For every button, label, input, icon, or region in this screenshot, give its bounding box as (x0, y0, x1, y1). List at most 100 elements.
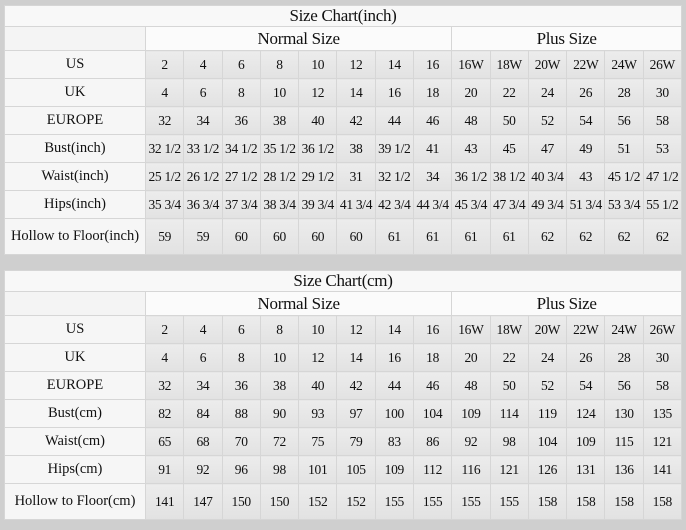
size-cell: 62 (527, 218, 568, 255)
size-cell: 36 1/2 (298, 134, 338, 163)
size-cell: 100 (374, 399, 414, 428)
size-cell: 42 (336, 106, 376, 135)
size-cell: 26W (642, 50, 683, 79)
size-cell: 48 (451, 106, 491, 135)
size-cell: 60 (221, 218, 261, 255)
size-cell: 29 1/2 (298, 162, 338, 191)
size-cell: 92 (183, 455, 223, 484)
table-row: EUROPE 32 34 36 38 40 42 44 46 48 50 52 54 56 58 (4, 371, 683, 400)
size-cell: 48 (451, 371, 491, 400)
size-cell: 152 (336, 483, 376, 520)
size-cell: 59 (183, 218, 223, 255)
table-row: US 2 4 6 8 10 12 14 16 16W 18W 20W 22W 24W 26W (4, 50, 683, 79)
size-cell: 68 (183, 427, 223, 456)
size-cell: 72 (259, 427, 300, 456)
size-cell: 40 (298, 106, 338, 135)
size-cell: 12 (336, 315, 376, 344)
chart-title: Size Chart(cm) (4, 270, 682, 292)
size-cell: 114 (489, 399, 529, 428)
size-cell: 10 (298, 315, 338, 344)
size-cell: 8 (259, 50, 300, 79)
size-cell: 39 3/4 (298, 190, 338, 219)
size-cell: 34 (412, 162, 453, 191)
size-cell: 47 1/2 (642, 162, 683, 191)
size-cell: 36 (221, 106, 261, 135)
size-cell: 32 1/2 (374, 162, 414, 191)
size-table: Size Chart(inch) Normal Size Plus Size US 2 4… (4, 5, 683, 255)
size-cell: 92 (451, 427, 491, 456)
size-cell: 53 (642, 134, 683, 163)
size-cell: 130 (604, 399, 644, 428)
size-cell: 147 (183, 483, 223, 520)
size-cell: 6 (221, 50, 261, 79)
size-cell: 83 (374, 427, 414, 456)
size-cell: 36 3/4 (183, 190, 223, 219)
row-label: Waist(inch) (4, 162, 146, 191)
size-cell: 119 (527, 399, 568, 428)
size-cell: 12 (298, 343, 338, 372)
size-cell: 20W (527, 50, 568, 79)
size-cell: 54 (566, 371, 606, 400)
size-cell: 104 (527, 427, 568, 456)
blank-cell (4, 291, 146, 316)
size-cell: 10 (259, 78, 300, 107)
size-cell: 51 3/4 (566, 190, 606, 219)
size-cell: 18W (489, 50, 529, 79)
size-cell: 104 (412, 399, 453, 428)
size-cell: 24W (604, 315, 644, 344)
size-cell: 36 1/2 (451, 162, 491, 191)
size-cell: 155 (374, 483, 414, 520)
row-label: EUROPE (4, 371, 146, 400)
size-cell: 60 (336, 218, 376, 255)
row-label: Hips(inch) (4, 190, 146, 219)
size-cell: 150 (259, 483, 300, 520)
size-cell: 82 (144, 399, 185, 428)
size-cell: 62 (566, 218, 606, 255)
size-cell: 121 (642, 427, 683, 456)
size-cell: 26 1/2 (183, 162, 223, 191)
size-cell: 36 (221, 371, 261, 400)
size-chart-cm: Size Chart(cm) Normal Size Plus Size US 2 4 6 8… (4, 270, 683, 520)
size-cell: 60 (298, 218, 338, 255)
size-cell: 116 (451, 455, 491, 484)
size-cell: 86 (412, 427, 453, 456)
row-label: US (4, 315, 146, 344)
size-cell: 56 (604, 106, 644, 135)
blank-cell (4, 26, 146, 51)
table-row: Hollow to Floor(cm) 141 147 150 150 152 152 155… (4, 483, 683, 520)
size-cell: 16 (374, 78, 414, 107)
size-cell: 42 (336, 371, 376, 400)
size-cell: 30 (642, 78, 683, 107)
size-cell: 49 3/4 (527, 190, 568, 219)
size-cell: 14 (374, 315, 414, 344)
size-cell: 4 (144, 343, 185, 372)
size-cell: 88 (221, 399, 261, 428)
row-label: Hollow to Floor(cm) (4, 483, 146, 520)
size-cell: 24 (527, 343, 568, 372)
size-cell: 141 (144, 483, 185, 520)
size-cell: 79 (336, 427, 376, 456)
table-row: EUROPE 32 34 36 38 40 42 44 46 48 50 52 54 56 58 (4, 106, 683, 135)
size-cell: 52 (527, 106, 568, 135)
size-cell: 98 (489, 427, 529, 456)
plus-size-header: Plus Size (451, 291, 682, 316)
size-cell: 42 3/4 (374, 190, 414, 219)
size-cell: 109 (374, 455, 414, 484)
size-cell: 46 (412, 371, 453, 400)
size-cell: 38 3/4 (259, 190, 300, 219)
size-cell: 155 (412, 483, 453, 520)
size-cell: 101 (298, 455, 338, 484)
size-cell: 14 (336, 343, 376, 372)
size-chart-inch: Size Chart(inch) Normal Size Plus Size US 2 4… (4, 5, 683, 255)
size-cell: 38 (259, 371, 300, 400)
size-cell: 62 (604, 218, 644, 255)
size-cell: 6 (183, 343, 223, 372)
size-cell: 152 (298, 483, 338, 520)
size-cell: 4 (183, 315, 223, 344)
size-cell: 61 (374, 218, 414, 255)
row-label: Hollow to Floor(inch) (4, 218, 146, 255)
size-cell: 18 (412, 343, 453, 372)
row-label: Bust(inch) (4, 134, 146, 163)
size-cell: 22 (489, 343, 529, 372)
size-cell: 51 (604, 134, 644, 163)
